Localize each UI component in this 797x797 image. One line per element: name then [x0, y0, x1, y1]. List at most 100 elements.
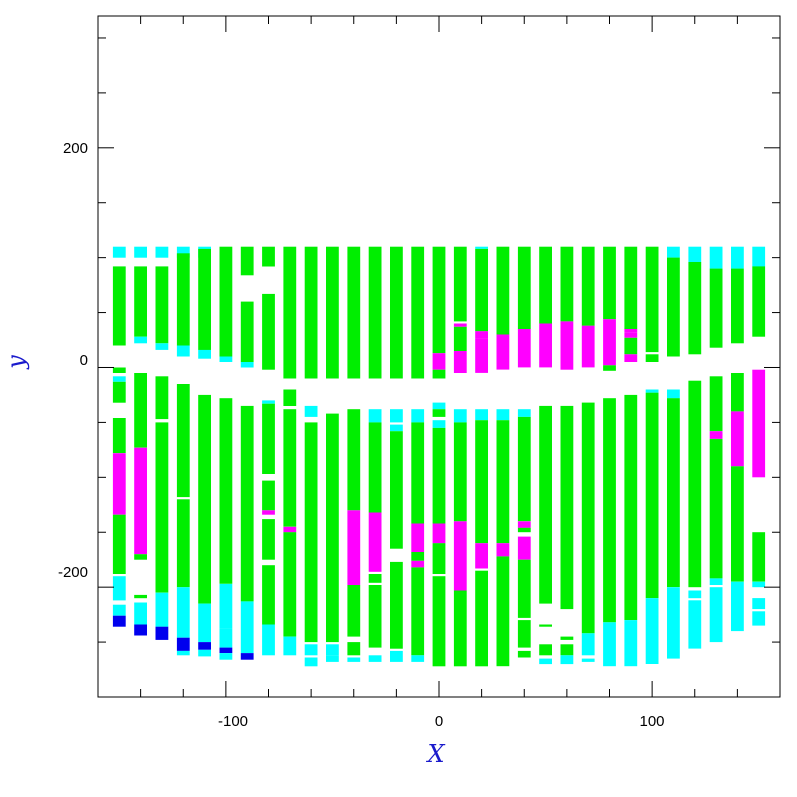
bar-segment: [645, 598, 659, 664]
bar-segment: [411, 422, 425, 524]
bar-segment: [112, 367, 126, 373]
bar-segment: [517, 527, 531, 533]
bar-segment: [347, 409, 361, 511]
bar-segment: [453, 422, 467, 522]
bar-segment: [262, 400, 275, 404]
bar-segment: [326, 413, 339, 643]
bar-segment: [112, 453, 126, 515]
bar-segment: [134, 594, 147, 599]
bar-segment: [752, 246, 766, 267]
bar-segment: [112, 266, 126, 346]
bar-segment: [326, 246, 339, 379]
bar-segment: [134, 447, 147, 555]
bar-segment: [496, 420, 510, 544]
bar-segment: [390, 561, 403, 649]
bar-segment: [517, 409, 531, 417]
bar-segment: [731, 466, 744, 582]
bar-segment: [603, 622, 616, 667]
bar-segment: [560, 655, 574, 665]
bar-segment: [517, 521, 531, 528]
bar-segment: [390, 424, 403, 432]
x-axis-title: X: [425, 740, 445, 768]
bar-segment: [176, 499, 190, 588]
bar-segment: [155, 266, 169, 344]
bar-segment: [624, 354, 638, 362]
bar-segment: [539, 323, 552, 368]
bar-segment: [432, 246, 446, 354]
bar-segment: [709, 578, 723, 585]
bar-segment: [539, 246, 552, 324]
bar-segment: [411, 409, 425, 423]
bar-segment: [667, 398, 680, 588]
bar-segment: [411, 552, 425, 561]
bar-segment: [411, 523, 425, 553]
bar-segment: [176, 384, 190, 498]
bar-segment: [475, 409, 488, 421]
bar-segment: [347, 585, 361, 637]
bar-segment: [752, 266, 766, 337]
bar-segment: [368, 655, 382, 662]
bar-segment: [432, 420, 446, 428]
bar-segment: [517, 536, 531, 560]
bar-segment: [624, 329, 638, 333]
bar-segment: [581, 633, 595, 656]
bar-segment: [432, 369, 446, 379]
bar-segment: [155, 246, 169, 258]
bar-layer: [112, 246, 766, 667]
bar-segment: [176, 587, 190, 638]
bar-segment: [496, 334, 510, 370]
bar-segment: [453, 521, 467, 591]
bar-segment: [453, 409, 467, 423]
bar-segment: [752, 598, 766, 610]
y-tick-label: 0: [80, 352, 88, 369]
bar-segment: [432, 427, 446, 524]
bar-segment: [560, 246, 574, 322]
bar-segment: [198, 349, 211, 359]
bar-segment: [240, 653, 254, 660]
bar-segment: [240, 246, 254, 276]
bar-segment: [198, 248, 211, 350]
bar-segment: [688, 246, 702, 263]
bar-segment: [176, 650, 190, 656]
bar-segment: [411, 560, 425, 568]
bar-segment: [688, 262, 702, 355]
bar-segment: [645, 246, 659, 353]
bar-segment: [262, 565, 275, 625]
bar-segment: [539, 405, 552, 604]
bar-segment: [603, 398, 616, 623]
bar-segment: [752, 532, 766, 582]
x-tick-label: 0: [435, 713, 443, 730]
bar-segment: [560, 321, 574, 370]
bar-segment: [432, 353, 446, 370]
bar-segment: [219, 653, 233, 660]
bar-segment: [368, 422, 382, 513]
bar-segment: [347, 657, 361, 662]
bar-segment: [155, 592, 169, 627]
bar-segment: [645, 354, 659, 362]
bar-segment: [283, 532, 297, 637]
bar-segment: [198, 642, 211, 650]
bar-segment: [475, 331, 488, 339]
bar-segment: [283, 526, 297, 533]
bar-segment: [262, 480, 275, 511]
bar-segment: [219, 583, 233, 629]
bar-segment: [475, 246, 488, 249]
bar-segment: [603, 246, 616, 320]
y-tick-label: 200: [63, 140, 88, 157]
bar-segment: [667, 587, 680, 659]
bar-segment: [453, 326, 467, 351]
bar-segment: [667, 257, 680, 357]
bar-segment: [752, 369, 766, 478]
bar-segment: [112, 615, 126, 627]
bar-segment: [155, 376, 169, 420]
bar-segment: [496, 556, 510, 667]
bar-segment: [134, 624, 147, 636]
bar-segment: [560, 405, 574, 610]
bar-segment: [688, 380, 702, 588]
bar-segment: [709, 246, 723, 269]
bar-segment: [581, 402, 595, 634]
bar-segment: [134, 554, 147, 560]
bar-segment: [112, 246, 126, 258]
tick-layer: [97, 16, 781, 698]
bar-segment: [390, 431, 403, 549]
